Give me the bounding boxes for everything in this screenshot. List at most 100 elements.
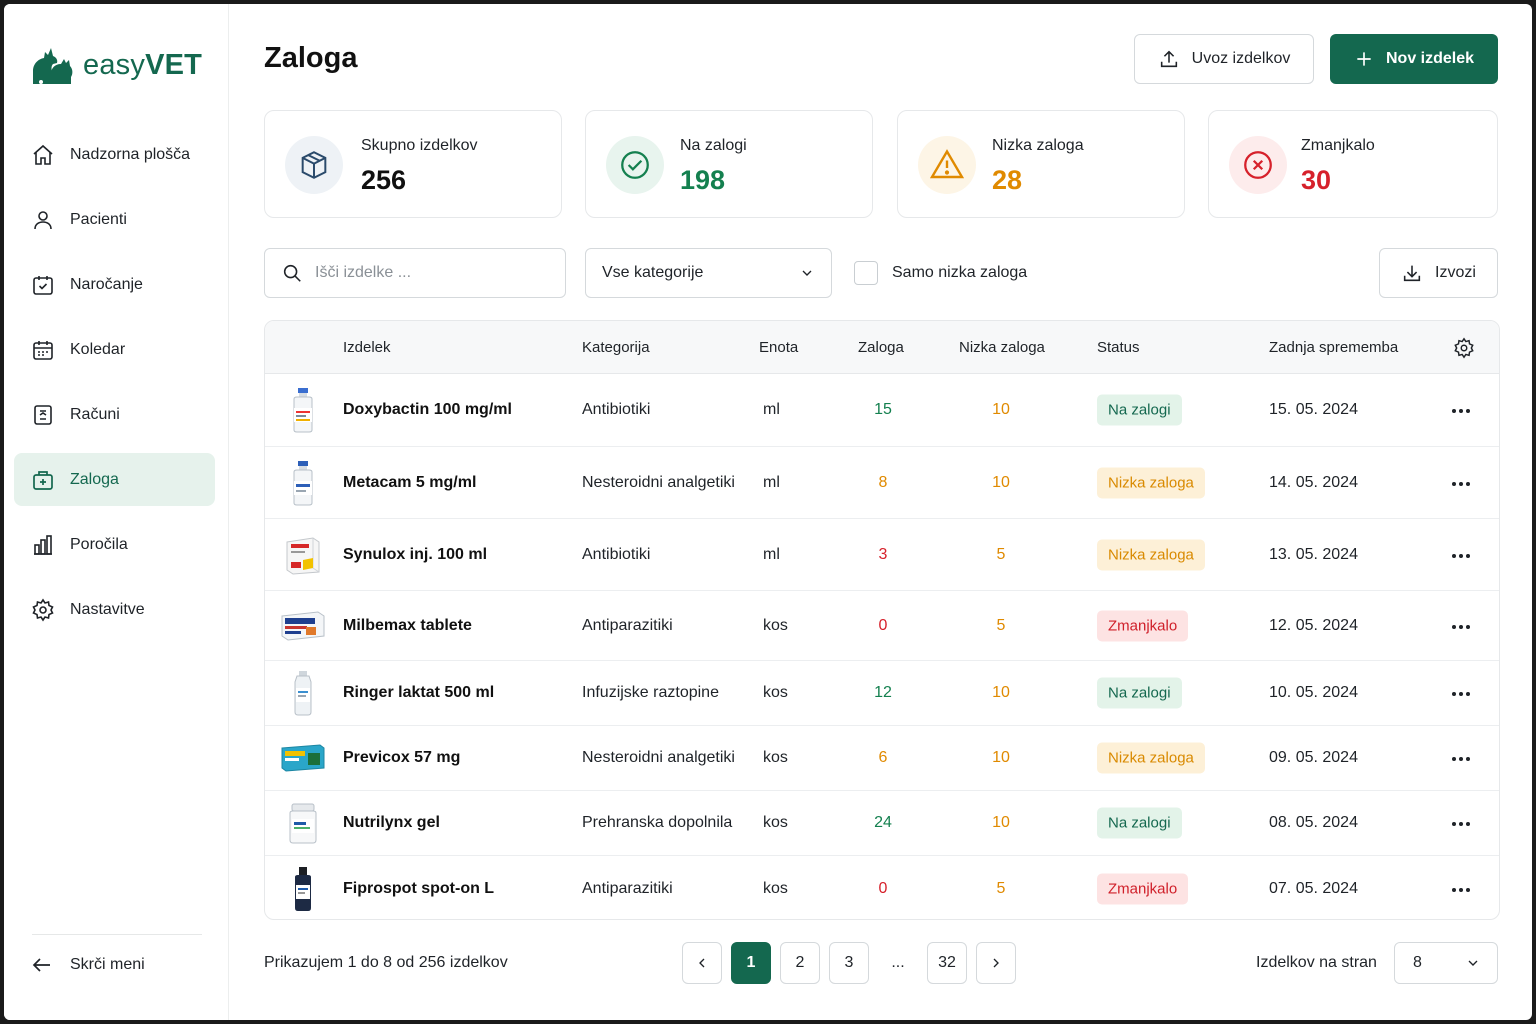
warning-icon xyxy=(918,136,976,194)
more-actions-icon[interactable] xyxy=(1451,684,1471,702)
column-header[interactable]: Zaloga xyxy=(858,339,904,356)
product-category: Antiparazitiki xyxy=(582,879,673,897)
last-modified-date: 13. 05. 2024 xyxy=(1269,545,1358,563)
more-actions-icon[interactable] xyxy=(1451,749,1471,767)
sidebar-item-inventory[interactable]: Zaloga xyxy=(14,453,215,506)
stock-value: 24 xyxy=(874,814,892,831)
export-label: Izvozi xyxy=(1435,264,1476,281)
app-window: easyVET Nadzorna plošča Pacienti Naročan… xyxy=(4,4,1532,1020)
chevron-down-icon xyxy=(802,270,812,276)
more-actions-icon[interactable] xyxy=(1451,814,1471,832)
home-icon xyxy=(30,142,56,168)
vial-product-icon xyxy=(279,459,327,507)
stat-card-out-of-stock: Zmanjkalo 30 xyxy=(1208,110,1498,218)
status-badge: Nizka zaloga xyxy=(1097,467,1205,498)
table-row[interactable]: Previcox 57 mg Nesteroidni analgetiki ko… xyxy=(265,726,1499,791)
product-unit: ml xyxy=(763,473,780,491)
product-name[interactable]: Previcox 57 mg xyxy=(343,749,461,766)
results-info: Prikazujem 1 do 8 od 256 izdelkov xyxy=(264,954,508,971)
collapse-menu-button[interactable]: Skrči meni xyxy=(30,952,145,978)
more-actions-icon[interactable] xyxy=(1451,474,1471,492)
stat-value: 198 xyxy=(680,165,726,195)
table-row[interactable]: Milbemax tablete Antiparazitiki kos 0 5 … xyxy=(265,591,1499,661)
collapse-menu-label: Skrči meni xyxy=(70,956,145,973)
low-stock-threshold: 10 xyxy=(992,814,1010,831)
page-button[interactable]: 1 xyxy=(731,942,771,984)
product-box-icon xyxy=(279,531,327,579)
table-row[interactable]: Nutrilynx gel Prehranska dopolnila kos 2… xyxy=(265,791,1499,856)
product-category: Antibiotiki xyxy=(582,401,651,418)
sidebar-item-invoices[interactable]: Računi xyxy=(14,388,215,441)
new-product-button[interactable]: Nov izdelek xyxy=(1330,34,1498,84)
table-row[interactable]: Ringer laktat 500 ml Infuzijske raztopin… xyxy=(265,661,1499,726)
low-stock-only-checkbox[interactable] xyxy=(854,261,878,285)
logo: easyVET xyxy=(29,44,202,86)
bar-chart-icon xyxy=(30,532,56,558)
table-row[interactable]: Fiprospot spot-on L Antiparazitiki kos 0… xyxy=(265,856,1499,919)
status-badge: Na zalogi xyxy=(1097,807,1182,839)
next-page-button[interactable] xyxy=(976,942,1016,984)
product-name[interactable]: Doxybactin 100 mg/ml xyxy=(343,401,512,418)
column-header[interactable]: Zadnja sprememba xyxy=(1269,339,1399,356)
category-select[interactable]: Vse kategorije xyxy=(585,248,832,298)
table-row[interactable]: Synulox inj. 100 ml Antibiotiki ml 3 5 N… xyxy=(265,519,1499,591)
column-header[interactable]: Enota xyxy=(759,339,799,356)
product-name[interactable]: Milbemax tablete xyxy=(343,616,472,634)
sidebar-item-settings[interactable]: Nastavitve xyxy=(14,583,215,636)
export-button[interactable]: Izvozi xyxy=(1379,248,1498,298)
category-select-value: Vse kategorije xyxy=(602,264,704,281)
low-stock-threshold: 5 xyxy=(996,545,1006,563)
low-stock-threshold: 10 xyxy=(992,684,1010,701)
stock-value: 0 xyxy=(878,616,888,634)
product-name[interactable]: Nutrilynx gel xyxy=(343,814,440,831)
column-header[interactable]: Izdelek xyxy=(343,339,391,356)
sidebar-item-label: Poročila xyxy=(70,535,128,553)
product-unit: kos xyxy=(763,749,788,766)
column-header[interactable]: Nizka zaloga xyxy=(959,339,1045,356)
sidebar-item-reports[interactable]: Poročila xyxy=(14,518,215,571)
page-button[interactable]: 2 xyxy=(780,942,820,984)
sidebar-item-label: Nadzorna plošča xyxy=(70,145,191,163)
page-title: Zaloga xyxy=(264,42,358,74)
stat-card-total: Skupno izdelkov 256 xyxy=(264,110,562,218)
infusion-bottle-icon xyxy=(279,669,327,717)
sidebar-item-patients[interactable]: Pacienti xyxy=(14,193,215,246)
product-unit: kos xyxy=(763,616,788,634)
table-row[interactable]: Doxybactin 100 mg/ml Antibiotiki ml 15 1… xyxy=(265,374,1499,447)
sidebar-item-appointments[interactable]: Naročanje xyxy=(14,258,215,311)
status-badge: Nizka zaloga xyxy=(1097,742,1205,774)
stat-value: 30 xyxy=(1301,165,1332,195)
sidebar-item-calendar[interactable]: Koledar xyxy=(14,323,215,376)
import-products-button[interactable]: Uvoz izdelkov xyxy=(1134,34,1314,84)
per-page-select[interactable]: 8 xyxy=(1394,942,1498,984)
last-modified-date: 07. 05. 2024 xyxy=(1269,879,1358,897)
table-row[interactable]: Metacam 5 mg/ml Nesteroidni analgetiki m… xyxy=(265,447,1499,519)
status-badge: Na zalogi xyxy=(1097,677,1182,709)
product-category: Infuzijske raztopine xyxy=(582,684,719,701)
column-settings-icon[interactable] xyxy=(1453,337,1475,359)
page-button[interactable]: 32 xyxy=(927,942,967,984)
sidebar-item-label: Koledar xyxy=(70,340,126,358)
last-modified-date: 08. 05. 2024 xyxy=(1269,814,1358,831)
more-actions-icon[interactable] xyxy=(1451,546,1471,564)
column-header[interactable]: Status xyxy=(1097,339,1140,356)
last-modified-date: 15. 05. 2024 xyxy=(1269,401,1358,418)
more-actions-icon[interactable] xyxy=(1451,401,1471,419)
sidebar-item-dashboard[interactable]: Nadzorna plošča xyxy=(14,128,215,181)
product-name[interactable]: Metacam 5 mg/ml xyxy=(343,473,477,491)
table-header: Izdelek Kategorija Enota Zaloga Nizka za… xyxy=(265,321,1499,374)
prev-page-button[interactable] xyxy=(682,942,722,984)
column-header[interactable]: Kategorija xyxy=(582,339,650,356)
product-name[interactable]: Synulox inj. 100 ml xyxy=(343,545,488,563)
more-actions-icon[interactable] xyxy=(1451,617,1471,635)
status-badge: Zmanjkalo xyxy=(1097,610,1189,641)
stat-card-low-stock: Nizka zaloga 28 xyxy=(897,110,1185,218)
product-name[interactable]: Ringer laktat 500 ml xyxy=(343,684,495,701)
low-stock-only-toggle[interactable]: Samo nizka zaloga xyxy=(854,261,1027,285)
product-name[interactable]: Fiprospot spot-on L xyxy=(343,879,495,897)
page-button[interactable]: 3 xyxy=(829,942,869,984)
search-input[interactable] xyxy=(315,264,545,282)
stat-label: Nizka zaloga xyxy=(992,137,1084,154)
sidebar-item-label: Naročanje xyxy=(70,275,143,293)
more-actions-icon[interactable] xyxy=(1451,880,1471,898)
